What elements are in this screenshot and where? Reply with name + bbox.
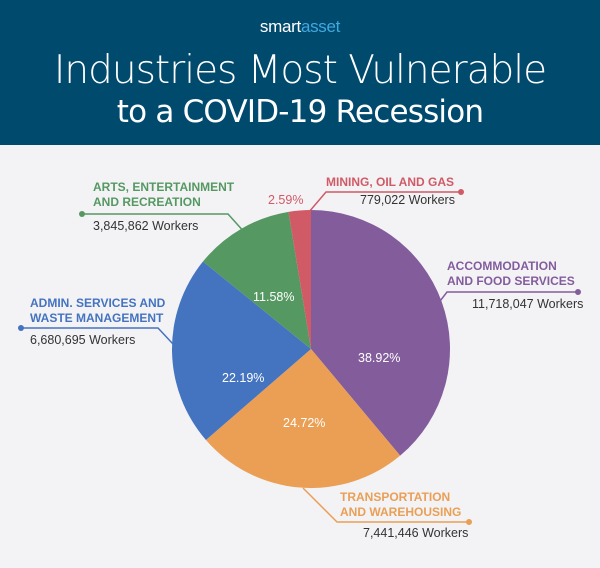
chart-title-line2: to a COVID-19 Recession	[116, 94, 484, 130]
label-line: AND RECREATION	[93, 195, 201, 209]
label-line: AND WAREHOUSING	[340, 505, 462, 519]
pie-slice-2	[171, 261, 311, 441]
label-line: ADMIN. SERVICES AND	[30, 296, 166, 310]
logo-text: smart	[259, 17, 301, 36]
label-line: ACCOMMODATION	[447, 259, 557, 273]
percent-label-mining: 2.59%	[268, 193, 304, 207]
leader-dot-mining	[458, 189, 464, 195]
leader-dot-arts	[79, 211, 85, 217]
percent-label-arts: 11.58%	[253, 290, 295, 304]
smartasset-logo: smartasset	[0, 17, 600, 37]
leader-line-transportation	[302, 487, 469, 523]
label-line: WASTE MANAGEMENT	[30, 311, 164, 325]
percent-label-transportation: 24.72%	[283, 416, 326, 430]
percent-label-admin: 22.19%	[222, 371, 265, 385]
label-arts: ARTS, ENTERTAINMENT AND RECREATION	[93, 180, 234, 210]
leader-line-mining	[302, 191, 461, 220]
leader-line-admin	[21, 327, 174, 345]
workers-arts: 3,845,862 Workers	[93, 219, 199, 233]
leader-line-arts	[82, 213, 247, 235]
pie-slice-1	[205, 349, 401, 488]
workers-transportation: 7,441,446 Workers	[363, 526, 469, 540]
workers-mining: 779,022 Workers	[360, 193, 455, 207]
leader-line-accommodation	[436, 291, 578, 306]
pie-slice-3	[202, 211, 311, 349]
label-line: MINING, OIL AND GAS	[326, 175, 455, 189]
leader-dot-transportation	[466, 519, 472, 525]
label-transportation: TRANSPORTATION AND WAREHOUSING	[340, 490, 461, 520]
logo-text-accent: asset	[300, 17, 341, 36]
label-mining: MINING, OIL AND GAS	[326, 175, 454, 190]
pie-slice-4	[288, 210, 311, 349]
header: smartasset Industries Most Vulnerable to…	[0, 0, 600, 145]
label-line: TRANSPORTATION	[340, 490, 451, 504]
leader-dot-accommodation	[575, 289, 581, 295]
label-line: ARTS, ENTERTAINMENT	[93, 180, 235, 194]
label-line: AND FOOD SERVICES	[447, 274, 575, 288]
leader-dot-admin	[18, 325, 24, 331]
label-accommodation: ACCOMMODATION AND FOOD SERVICES	[447, 259, 575, 289]
workers-accommodation: 11,718,047 Workers	[472, 297, 584, 311]
workers-admin: 6,680,695 Workers	[30, 333, 136, 347]
pie-slice-0	[311, 210, 450, 456]
label-admin: ADMIN. SERVICES AND WASTE MANAGEMENT	[30, 296, 165, 326]
percent-label-accommodation: 38.92%	[358, 351, 401, 365]
chart-title-line1: Industries Most Vulnerable	[53, 48, 547, 93]
